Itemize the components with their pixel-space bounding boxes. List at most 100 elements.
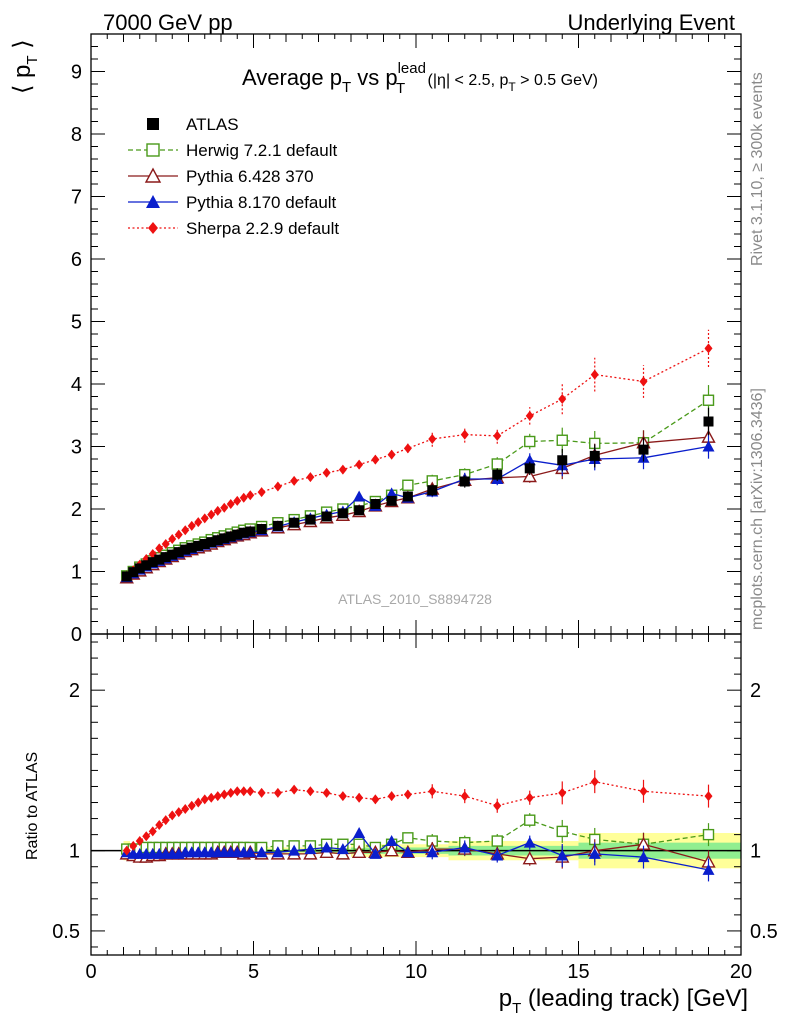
ratio-point [402,832,414,844]
data-point [355,459,364,470]
data-point [128,567,139,578]
data-point [155,543,164,554]
data-point [239,492,248,503]
data-point [154,554,165,565]
ratio-point [129,840,138,851]
ratio-point [523,836,536,848]
data-point [337,508,348,519]
data-point [246,490,255,501]
data-point [160,552,171,563]
process-label: Underlying Event [567,10,735,35]
title-sup: lead [398,60,426,77]
data-point [289,517,300,528]
ratio-point [428,786,437,797]
legend-item-pythia-8-170-default: Pythia 8.170 default [128,193,337,212]
y-tick-label: 2 [71,499,82,521]
ratio-point [304,843,317,855]
ratio-point [322,787,331,798]
data-point [354,505,365,516]
ratio-point [493,800,502,811]
data-point [186,542,197,553]
ratio-point [556,849,569,861]
data-point [121,571,132,582]
data-point [402,491,413,502]
title-vs: vs p [351,65,397,90]
data-point [371,454,380,465]
data-point [525,410,534,421]
ratio-point [244,846,257,858]
data-point [256,524,267,534]
data-point [206,537,217,548]
data-point [428,434,437,444]
data-point [638,444,649,455]
ratio-point [336,843,349,855]
data-point [207,509,216,520]
ratio-point [174,807,183,818]
ratio-point [200,794,209,805]
legend-label: Pythia 8.170 default [186,193,337,212]
x-tick-label: 15 [567,961,589,983]
data-point [180,544,191,555]
data-point [232,529,243,540]
plot-title: Average pT vs plead T (|η| < 2.5, pT > 0.… [242,60,598,97]
analysis-watermark: ATLAS_2010_S8894728 [338,591,492,607]
data-point [558,394,567,404]
ratio-point [233,786,242,797]
ratio-point [385,835,398,847]
ratio-point [702,863,715,875]
data-point [459,476,470,487]
ratio-y-tick-label-right: 1 [750,841,761,863]
x-tick-label: 0 [85,961,96,983]
ratio-point [226,787,235,798]
ratio-point [288,844,301,856]
data-point [385,487,398,499]
ratio-point [181,803,190,814]
legend-marker [144,167,162,183]
legend-label: ATLAS [186,115,239,134]
y-tick-label: 7 [71,187,82,209]
data-point [403,443,412,454]
data-point [134,563,145,574]
ratio-point [306,786,315,797]
x-axis-label: pT (leading track) [GeV] [499,985,748,1017]
ratio-point [353,827,366,839]
legend-item-pythia-6-428-370: Pythia 6.428 370 [128,167,314,186]
data-point [174,529,183,540]
ratio-point [239,786,248,797]
ratio-point [371,794,380,805]
data-point [321,511,332,522]
data-point [460,429,469,440]
ratio-point [148,826,157,837]
data-point [491,458,503,470]
data-point [522,469,537,483]
ratio-point [524,814,536,826]
ratio-y-tick-label-right: 2 [750,680,761,702]
ratio-y-tick-label: 2 [69,680,80,702]
data-point [273,481,282,492]
ratio-point [257,787,266,798]
data-point [212,535,223,546]
data-point [702,440,715,452]
y-tick-label: 4 [71,374,82,396]
data-point [168,534,177,544]
ratio-point [207,792,216,803]
ratio-point [168,810,177,821]
y-tick-label: 5 [71,312,82,334]
ratio-point [220,789,229,800]
data-point [219,533,230,544]
data-point [147,557,158,568]
legend-marker [146,195,160,208]
ratio-point [161,815,170,826]
y-axis-label: ⟨ pT ⟩ [9,39,41,94]
ratio-point [213,791,222,802]
data-point [589,450,600,461]
title-cut-sub: T [508,80,516,94]
ratio-point [255,846,268,858]
ratio-point [458,841,471,853]
series-sherpa-2-2-9-default [122,329,713,582]
data-point [702,394,715,406]
data-point [524,463,535,474]
ratio-point [387,791,396,802]
y-tick-label: 9 [71,62,82,84]
ratio-series-sherpa-2-2-9-default [122,770,713,856]
